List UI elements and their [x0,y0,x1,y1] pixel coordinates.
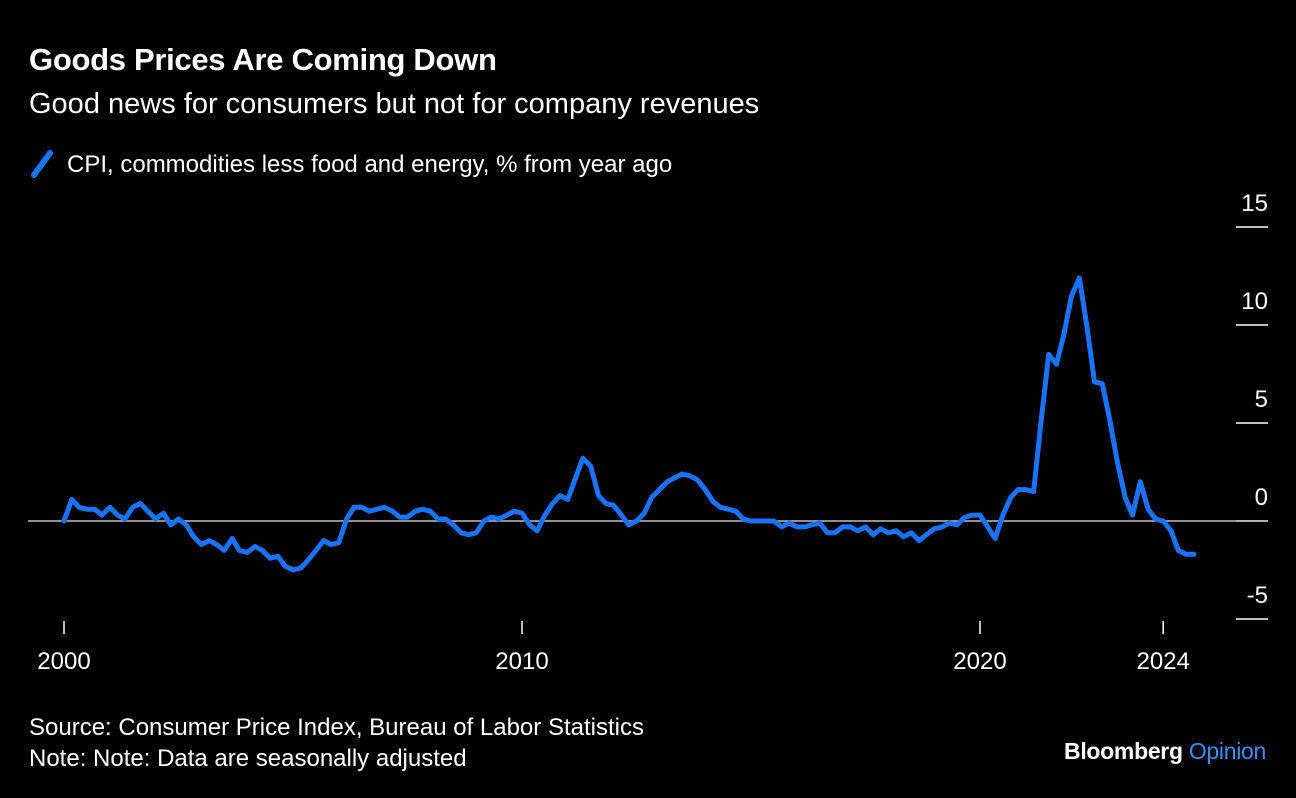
source-text: Source: Consumer Price Index, Bureau of … [29,714,644,741]
note-text: Note: Note: Data are seasonally adjusted [29,745,467,772]
y-tick-label: 15 [1241,190,1268,217]
series-group [61,275,1197,573]
brand-main: Bloomberg [1064,738,1183,764]
brand-accent: Opinion [1188,738,1266,764]
y-axis: 15 10 5 0 -5 [1236,190,1268,620]
x-tick-label: 2010 [495,648,548,675]
y-tick-label: -5 [1247,582,1268,609]
x-tick-label: 2000 [37,648,90,675]
x-axis: 2000 2010 2020 2024 [37,621,1190,675]
x-tick-label: 2024 [1137,648,1190,675]
legend-label: CPI, commodities less food and energy, %… [67,151,673,178]
series-line [61,275,1197,573]
y-tick-label: 10 [1241,288,1268,315]
chart-subtitle: Good news for consumers but not for comp… [29,88,760,120]
y-tick-label: 5 [1255,386,1268,413]
x-tick-label: 2020 [953,648,1006,675]
y-tick-label: 0 [1255,484,1268,511]
brand-logo: Bloomberg Opinion [1064,738,1266,765]
source-note: Source: Consumer Price Index, Bureau of … [29,712,644,774]
chart-title: Goods Prices Are Coming Down [29,42,497,77]
legend: CPI, commodities less food and energy, %… [29,148,672,182]
line-swatch-icon [31,150,53,178]
